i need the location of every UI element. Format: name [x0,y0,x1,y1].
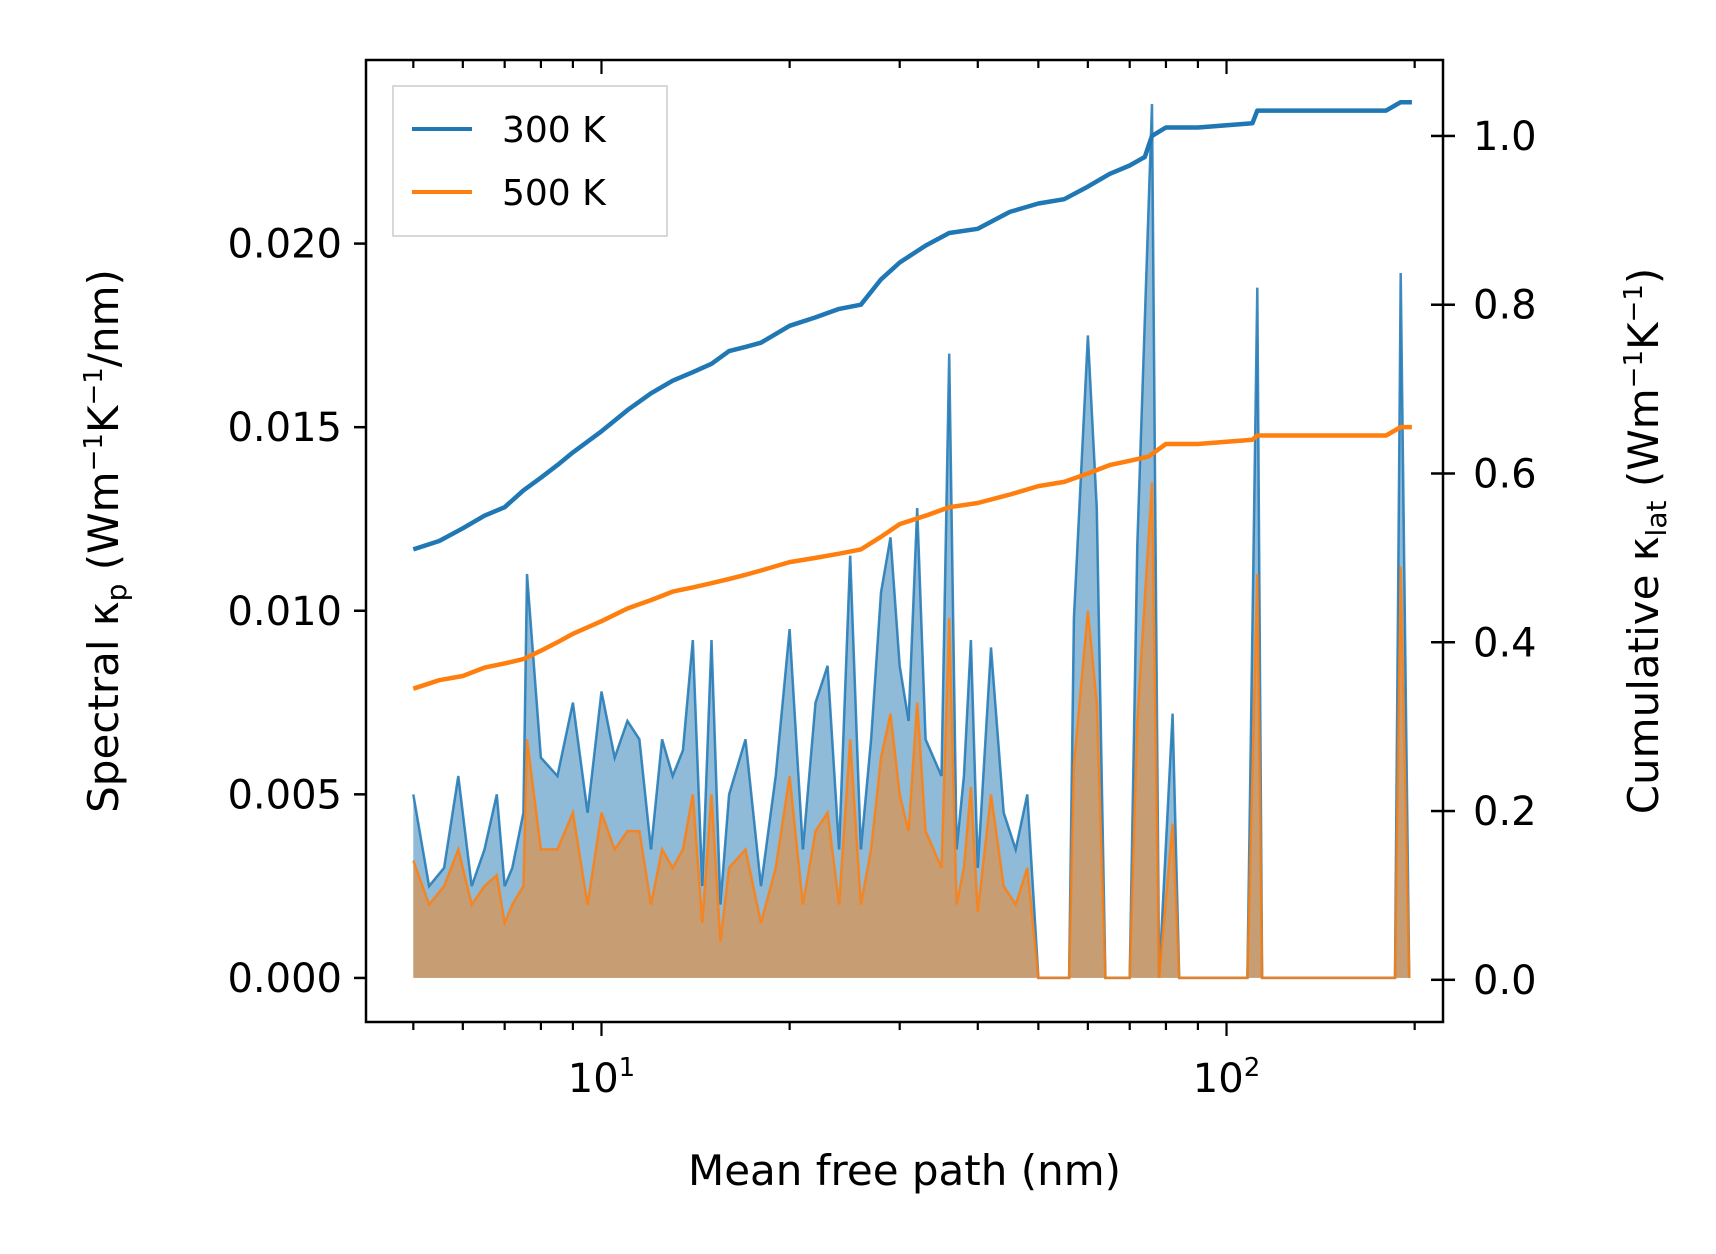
left-label-sup2: −1 [79,367,109,405]
left-y-axis-label: Spectral κp (Wm−1K−1/nm) [79,269,133,813]
left-y-tick-label: 0.020 [227,222,342,268]
x-axis-label: Mean free path (nm) [688,1146,1121,1195]
left-label-mid: K [79,404,128,433]
x-tick-exponent: 2 [1244,1053,1261,1083]
legend-label-300k: 300 K [502,110,607,151]
left-label-subscript: p [100,584,133,602]
right-label-subscript: lat [1640,501,1673,537]
right-y-tick-label: 0.4 [1473,620,1537,666]
spectral-line-500k [412,482,1411,980]
right-label-units: (Wm [1619,388,1668,500]
left-label-tail: /nm) [79,269,128,367]
x-tick-base: 10 [568,1056,619,1102]
left-y-tick-label: 0.015 [227,405,342,451]
spectral-fill-300k [413,104,1410,978]
plot-frame [364,58,1445,1024]
series-lines [412,99,1412,691]
left-y-tick-label: 0.005 [227,772,342,818]
right-y-tick-label: 0.6 [1473,451,1537,497]
left-label-sup1: −1 [79,433,109,471]
left-label-units: (Wm [79,471,128,583]
right-y-tick-label: 0.2 [1473,789,1537,835]
right-label-mid: K [1619,321,1668,350]
right-y-axis-label: Cumulative κlat (Wm−1K−1) [1619,268,1673,815]
x-tick-exponent: 1 [619,1053,636,1083]
spectral-fills [412,104,1411,980]
right-label-main: Cumulative κ [1619,536,1668,814]
right-y-tick-label: 0.8 [1473,283,1537,329]
left-label-main: Spectral κ [79,601,128,813]
axis-ticks: 0.000 0.005 0.010 0.015 0.020 0.0 0.2 0.4 0.6 0.8… [227,60,1537,1102]
right-label-sup2: −1 [1619,284,1649,322]
right-label-tail: ) [1619,268,1668,284]
x-tick-label: 101 [568,1053,635,1102]
legend-box [392,85,668,237]
right-label-sup1: −1 [1619,350,1649,388]
right-y-tick-label: 1.0 [1473,114,1537,160]
left-y-tick-label: 0.000 [227,956,342,1002]
left-y-tick-label: 0.010 [227,589,342,635]
x-tick-base: 10 [1193,1056,1244,1102]
x-tick-label: 102 [1193,1053,1260,1102]
cumulative-line-500k [412,424,1412,691]
legend-label-500k: 500 K [502,173,607,214]
cumulative-line-300k [412,99,1412,552]
right-y-tick-label: 0.0 [1473,958,1537,1004]
legend: 300 K 500 K [392,85,668,237]
